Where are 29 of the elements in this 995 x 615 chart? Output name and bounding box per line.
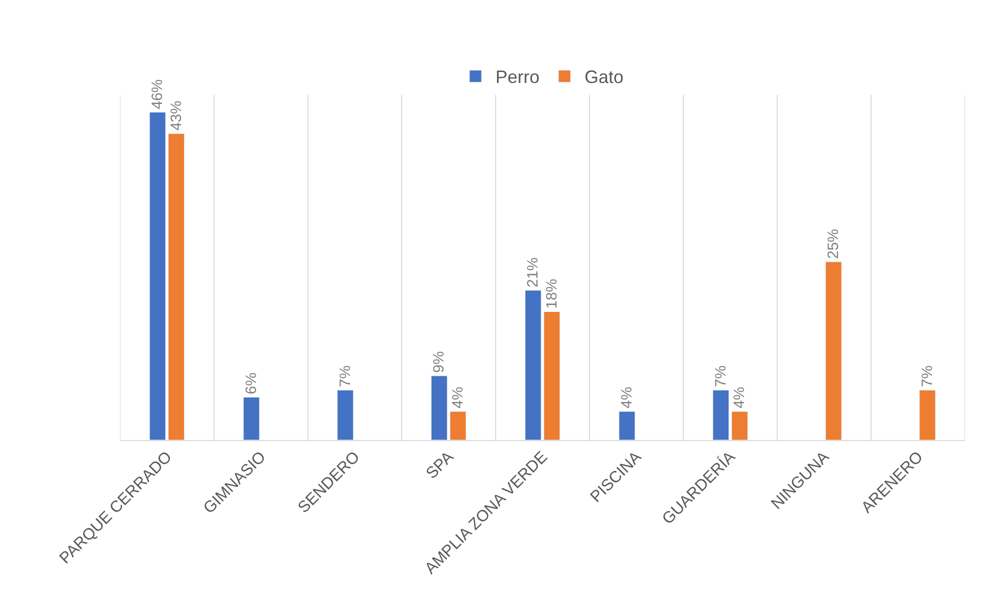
- data-label: 43%: [168, 100, 185, 131]
- data-label: 18%: [543, 278, 560, 309]
- bar: [149, 112, 166, 440]
- bar: [731, 411, 748, 440]
- data-label: 7%: [712, 365, 730, 388]
- data-label: 4%: [731, 386, 748, 408]
- bar: [919, 390, 936, 440]
- data-label: 6%: [242, 372, 260, 394]
- legend-label: Gato: [584, 67, 624, 88]
- bar: [712, 390, 730, 440]
- bar: [168, 133, 185, 440]
- bar: [337, 390, 354, 440]
- data-label: 25%: [825, 228, 842, 259]
- data-label: 21%: [524, 257, 542, 288]
- bar: [524, 290, 542, 440]
- bar: [618, 411, 636, 440]
- x-tick-label: SPA: [423, 448, 458, 482]
- data-label: 7%: [336, 365, 354, 388]
- data-label: 9%: [430, 351, 448, 373]
- data-label: 46%: [149, 79, 166, 110]
- legend-label: Perro: [496, 67, 540, 88]
- data-label: 4%: [618, 386, 636, 408]
- data-label: 7%: [918, 365, 936, 388]
- bar: [825, 262, 842, 440]
- data-label: 4%: [450, 386, 466, 408]
- bar: [544, 312, 560, 440]
- bar: [243, 397, 260, 440]
- bar: [430, 376, 448, 440]
- bar: [450, 411, 466, 440]
